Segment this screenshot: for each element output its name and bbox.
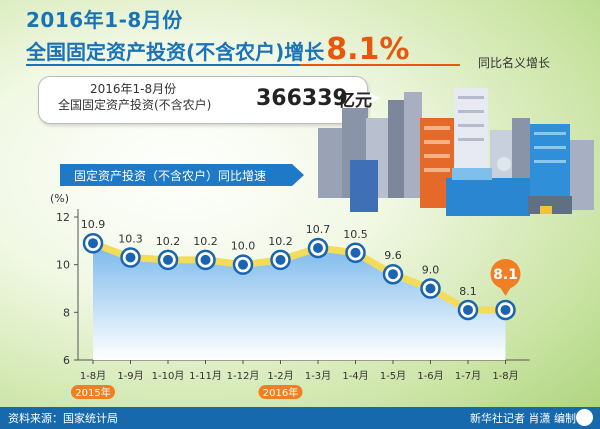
- x-tick-label: 1-6月: [417, 370, 443, 382]
- author-credit: 新华社记者 肖潇 编制: [470, 412, 576, 425]
- y-tick-label: 6: [63, 354, 70, 367]
- title-line-2: 全国固定资产投资(不含农户)增长8.1%: [26, 32, 409, 67]
- data-point-core: [463, 304, 473, 315]
- title-line-1: 2016年1-8月份: [26, 8, 183, 32]
- x-tick-label: 1-11月: [189, 370, 222, 382]
- y-tick-label: 8: [63, 306, 70, 319]
- data-label: 10.5: [343, 228, 368, 241]
- summary-unit: 亿元: [338, 91, 372, 111]
- data-label: 10.7: [306, 223, 331, 236]
- title-highlight: 8.1%: [326, 32, 410, 67]
- x-tick-label: 1-7月: [455, 370, 481, 382]
- area-fill: [93, 243, 506, 360]
- year-badge-label: 2015年: [75, 386, 110, 399]
- summary-period: 2016年1-8月份: [90, 82, 177, 96]
- title-text: 全国固定资产投资(不含农户)增长: [26, 40, 325, 64]
- data-point-core: [88, 238, 98, 249]
- title-underline-accent: [300, 64, 460, 66]
- summary-label: 全国固定资产投资(不含农户): [58, 98, 212, 112]
- x-tick-label: 1-12月: [227, 370, 260, 382]
- data-point-core: [313, 242, 323, 253]
- title-underline: [26, 64, 446, 66]
- highlight-callout: [490, 258, 521, 289]
- year-badge-label: 2016年: [263, 386, 298, 399]
- data-source: 资料来源：国家统计局: [8, 412, 118, 425]
- data-label: 10.9: [81, 218, 106, 231]
- data-label: 9.6: [384, 249, 402, 262]
- y-axis-unit: (%): [50, 192, 70, 205]
- data-label: 10.0: [231, 240, 256, 253]
- data-label: 10.2: [193, 235, 218, 248]
- y-tick-label: 12: [56, 211, 70, 224]
- data-point-core: [425, 283, 436, 294]
- chart-title-arrow: [292, 164, 304, 186]
- year-badge: [258, 385, 303, 399]
- x-axis: 1-8月 1-9月 1-10月 1-11月 1-12月 1-2月 1-3月 1-4月 1-5月 1…: [71, 359, 530, 399]
- summary-bubble-tail: [364, 90, 380, 106]
- agency-logo-icon: [576, 409, 593, 426]
- data-point-core: [163, 254, 173, 265]
- data-point-core: [200, 254, 211, 265]
- highlight-label: 8.1: [493, 267, 518, 283]
- x-tick-label: 1-3月: [305, 370, 331, 382]
- footer-bar: [0, 407, 600, 429]
- data-point-core: [238, 259, 248, 270]
- city-skyline-illustration: [318, 88, 594, 216]
- x-tick-label: 1-8月: [492, 370, 518, 382]
- y-axis: 6 8 10 12: [56, 209, 79, 367]
- summary-value: 366339: [256, 86, 348, 111]
- y-tick-label: 10: [56, 259, 70, 272]
- data-point-core: [388, 269, 398, 280]
- data-point-core: [275, 254, 286, 265]
- data-point-core: [500, 304, 511, 315]
- data-label: 8.1: [459, 285, 477, 298]
- data-label: 10.2: [268, 235, 293, 248]
- data-label: 10.3: [118, 233, 143, 246]
- data-point-core: [350, 247, 361, 258]
- x-tick-label: 1-5月: [380, 370, 406, 382]
- x-tick-label: 1-4月: [342, 370, 368, 382]
- x-tick-label: 1-2月: [267, 370, 293, 382]
- data-label: 10.2: [156, 235, 181, 248]
- x-tick-label: 1-10月: [152, 370, 185, 382]
- summary-bubble: [38, 76, 368, 124]
- yoy-note: 同比名义增长: [478, 56, 551, 70]
- data-point-core: [125, 252, 136, 263]
- x-tick-label: 1-9月: [117, 370, 143, 382]
- chart-title: 固定资产投资（不含农户）同比增速: [74, 169, 267, 183]
- year-badge: [71, 385, 115, 399]
- x-tick-label: 1-8月: [80, 370, 106, 382]
- chart-title-bar: [60, 164, 292, 186]
- highlight-pointer: [500, 287, 511, 296]
- plot-area: 10.9 10.3 10.2 10.2 10.0 10.2 10.7 10.5 9.6 9.0 8.…: [81, 218, 521, 360]
- data-label: 9.0: [422, 264, 440, 277]
